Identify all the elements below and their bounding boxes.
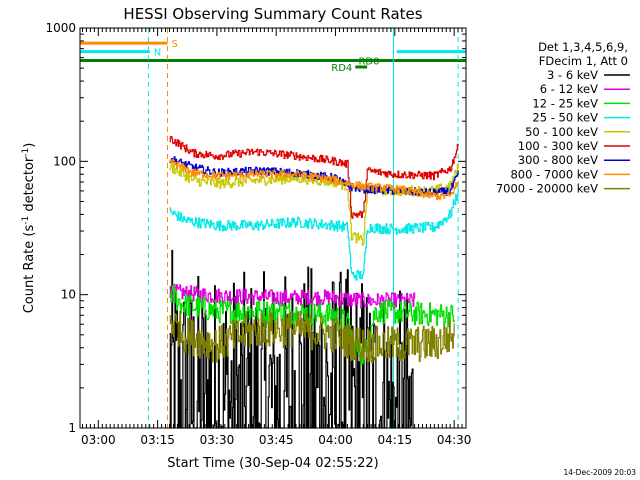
x-tick-label: 03:45 <box>259 433 294 447</box>
y-tick-label: 100 <box>53 154 76 168</box>
legend-entry-label: 6 - 12 keV <box>540 82 598 96</box>
vertical-markers <box>147 28 459 428</box>
series-line <box>169 311 455 364</box>
y-axis-label-sup: -1 <box>21 148 31 157</box>
x-tick-label: 03:30 <box>200 433 235 447</box>
legend-entry-label: 25 - 50 keV <box>532 111 598 125</box>
y-axis-label-sup: -1 <box>21 216 31 225</box>
x-tick-label: 04:30 <box>437 433 472 447</box>
series-line <box>169 284 455 365</box>
plot-frame <box>79 27 467 429</box>
legend-header-line: Det 1,3,4,5,6,9, <box>538 40 628 54</box>
series-line <box>169 283 416 310</box>
flag-label: RD0 <box>358 57 379 68</box>
flag-label: RD4 <box>331 63 352 74</box>
y-axis-label-part: Count Rate (s <box>22 225 37 314</box>
x-tick-label: 03:15 <box>140 433 175 447</box>
legend-entry-label: 50 - 100 keV <box>525 125 598 139</box>
series-line <box>169 158 459 201</box>
y-axis-label-part: detector <box>22 156 37 216</box>
footer-date: 14-Dec-2009 20:03 <box>563 468 636 477</box>
legend-entry-label: 100 - 300 keV <box>518 139 598 153</box>
observing-flags: SN RD0 RD4 <box>80 39 466 74</box>
y-tick-label: 1000 <box>45 21 76 35</box>
series-line <box>169 249 415 429</box>
legend-entry-label: 7000 - 20000 keV <box>496 182 598 196</box>
series-line <box>169 162 459 246</box>
flag-label: S <box>172 39 178 50</box>
legend-entry-label: 300 - 800 keV <box>518 153 598 167</box>
flag-label: N <box>154 48 161 59</box>
y-tick-label: 10 <box>61 288 76 302</box>
y-axis-label: Count Rate (s-1 detector-1) <box>21 143 37 314</box>
legend: Det 1,3,4,5,6,9, FDecim 1, Att 0 3 - 6 k… <box>496 40 630 196</box>
y-tick-label: 1 <box>68 421 76 435</box>
y-axis-label-part: ) <box>22 143 37 148</box>
series-line <box>169 186 459 281</box>
x-tick-label: 03:00 <box>81 433 116 447</box>
series-layer <box>169 136 459 429</box>
x-tick-label: 04:15 <box>378 433 413 447</box>
series-line <box>169 136 459 219</box>
chart-title: HESSI Observing Summary Count Rates <box>123 5 422 23</box>
x-tick-label: 04:00 <box>318 433 353 447</box>
legend-entry-label: 12 - 25 keV <box>532 96 598 110</box>
axes: 1 10 100 1000 03:00 03:15 03:30 03:45 04:00 04:15… <box>45 21 471 447</box>
legend-entry-label: 3 - 6 keV <box>547 68 598 82</box>
legend-header-line: FDecim 1, Att 0 <box>539 54 628 68</box>
x-axis-label: Start Time (30-Sep-04 02:55:22) <box>167 456 378 471</box>
legend-entry-label: 800 - 7000 keV <box>510 167 598 181</box>
